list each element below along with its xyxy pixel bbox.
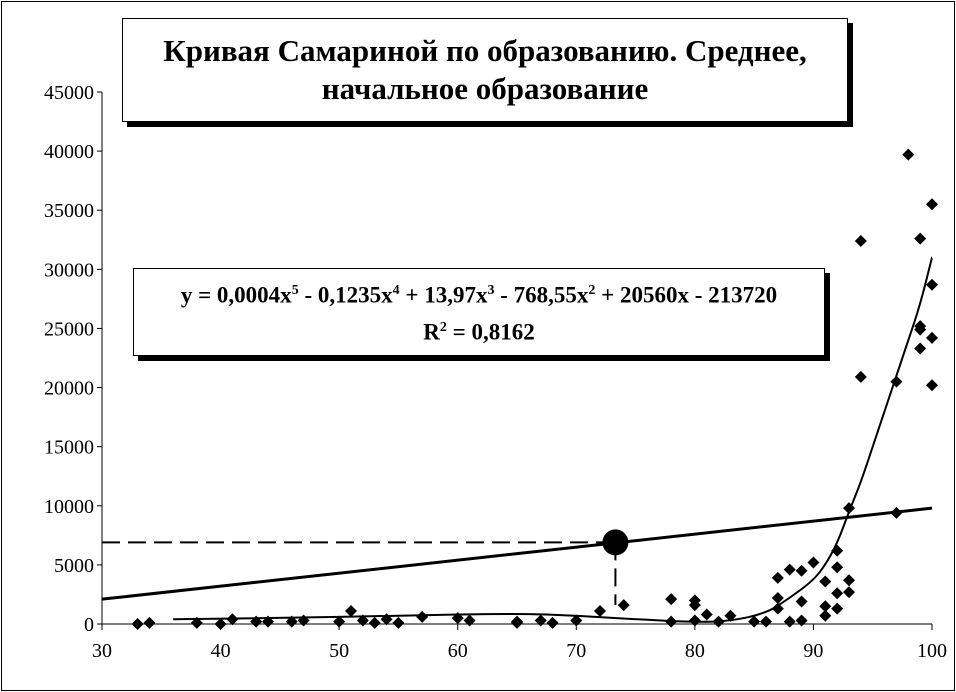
trendline-equation-label: y = 0,0004x5 - 0,1235x4 + 13,97x3 - 768,… bbox=[133, 268, 825, 356]
y-tick-label: 40000 bbox=[44, 141, 94, 163]
data-point bbox=[665, 593, 678, 606]
data-point bbox=[226, 613, 239, 626]
x-tick-label: 60 bbox=[448, 640, 468, 662]
data-point bbox=[902, 148, 915, 161]
y-tick-label: 15000 bbox=[44, 437, 94, 459]
x-tick-label: 50 bbox=[329, 640, 349, 662]
data-point bbox=[831, 561, 844, 574]
data-point bbox=[914, 342, 927, 355]
data-point bbox=[783, 563, 796, 576]
x-tick-label: 30 bbox=[92, 640, 112, 662]
data-point bbox=[890, 506, 903, 519]
r-squared-text: R2 = 0,8162 bbox=[423, 319, 535, 345]
data-point bbox=[843, 574, 855, 587]
x-tick-label: 100 bbox=[917, 640, 947, 662]
data-point bbox=[463, 614, 476, 627]
highlight-point bbox=[602, 529, 629, 556]
data-point bbox=[712, 615, 725, 628]
data-point bbox=[356, 614, 369, 627]
data-point bbox=[451, 612, 464, 625]
y-tick-label: 20000 bbox=[44, 378, 94, 400]
data-point bbox=[771, 591, 784, 604]
data-point bbox=[262, 615, 274, 628]
data-point bbox=[511, 616, 523, 629]
data-point bbox=[700, 608, 713, 621]
data-point bbox=[250, 615, 263, 628]
data-point bbox=[345, 604, 357, 617]
data-point bbox=[854, 370, 867, 383]
data-point bbox=[914, 323, 927, 336]
data-point bbox=[795, 564, 808, 577]
data-point bbox=[285, 615, 298, 628]
data-point bbox=[854, 234, 867, 247]
data-point bbox=[617, 599, 630, 612]
data-point bbox=[380, 613, 393, 626]
data-point bbox=[688, 599, 701, 612]
linear-line bbox=[101, 506, 933, 601]
data-point bbox=[831, 602, 844, 615]
y-tick-label: 10000 bbox=[44, 496, 94, 518]
y-tick-label: 45000 bbox=[44, 82, 94, 104]
equation-text: y = 0,0004x5 - 0,1235x4 + 13,97x3 - 768,… bbox=[180, 283, 778, 308]
data-point bbox=[890, 375, 903, 388]
data-point bbox=[795, 614, 808, 627]
y-tick-label: 30000 bbox=[44, 259, 94, 281]
data-point bbox=[843, 586, 855, 599]
data-point bbox=[831, 544, 844, 557]
x-tick-label: 80 bbox=[685, 640, 705, 662]
data-point bbox=[926, 278, 938, 291]
data-point bbox=[665, 615, 678, 628]
data-point bbox=[783, 615, 796, 628]
data-point bbox=[131, 618, 144, 630]
y-tick-label: 35000 bbox=[44, 200, 94, 222]
data-point bbox=[926, 198, 938, 211]
data-point bbox=[534, 614, 547, 627]
data-point bbox=[724, 609, 737, 622]
title-line-2: начальное образование bbox=[321, 71, 649, 106]
data-point bbox=[760, 615, 772, 628]
data-point bbox=[143, 616, 156, 629]
data-point bbox=[297, 614, 310, 627]
y-tick-label: 5000 bbox=[54, 555, 94, 577]
data-point bbox=[819, 600, 832, 613]
y-tick-label: 25000 bbox=[44, 318, 94, 340]
data-point bbox=[594, 604, 606, 617]
y-tick-label: 0 bbox=[84, 614, 94, 636]
data-point bbox=[570, 614, 583, 627]
data-point bbox=[748, 615, 761, 628]
data-point bbox=[190, 616, 203, 629]
data-point bbox=[819, 575, 832, 588]
data-point bbox=[416, 610, 429, 623]
data-point bbox=[831, 587, 844, 600]
data-point bbox=[546, 616, 559, 629]
data-point bbox=[926, 331, 938, 344]
data-point bbox=[214, 618, 227, 630]
chart-title: Кривая Самариной по образованию. Среднее… bbox=[122, 18, 848, 122]
title-line-1: Кривая Самариной по образованию. Среднее… bbox=[163, 33, 807, 68]
data-point bbox=[771, 602, 784, 615]
data-point bbox=[914, 232, 927, 245]
data-point bbox=[843, 502, 855, 515]
x-tick-label: 40 bbox=[211, 640, 231, 662]
data-point bbox=[819, 609, 832, 622]
data-point bbox=[795, 595, 808, 608]
data-point bbox=[771, 571, 784, 584]
data-point bbox=[333, 615, 346, 628]
data-point bbox=[807, 556, 820, 569]
data-point bbox=[688, 614, 701, 627]
data-point bbox=[392, 616, 405, 629]
data-point bbox=[926, 379, 938, 392]
data-point bbox=[368, 616, 381, 629]
x-tick-label: 90 bbox=[803, 640, 823, 662]
x-tick-label: 70 bbox=[566, 640, 586, 662]
